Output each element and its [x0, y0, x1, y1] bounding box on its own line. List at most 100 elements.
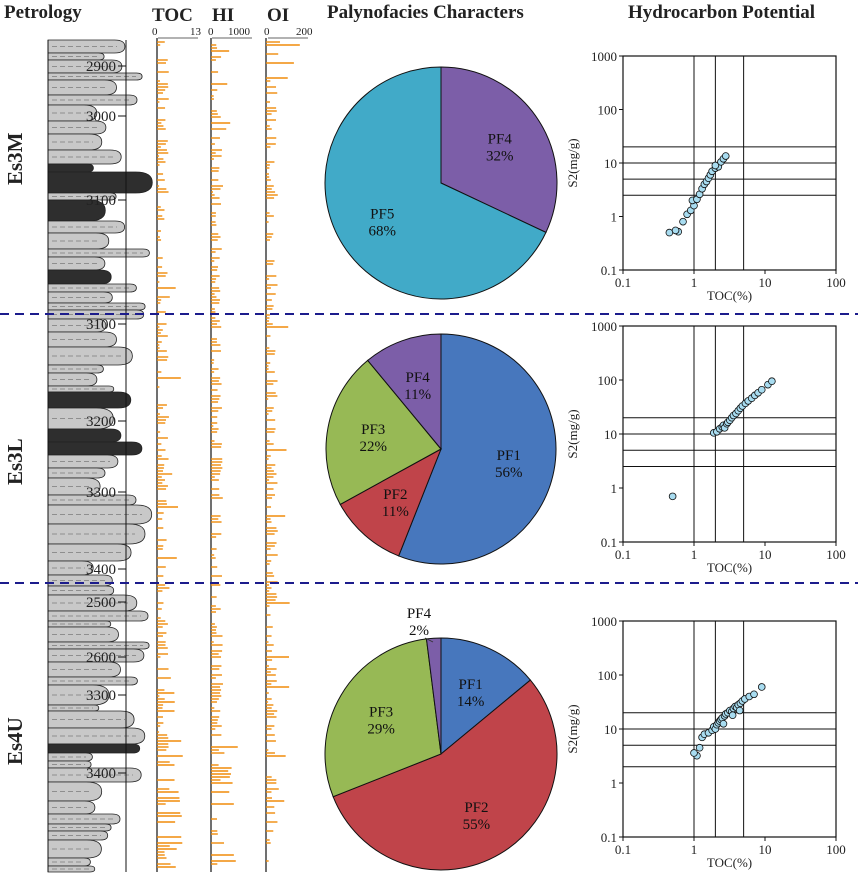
lithology-bed	[47, 641, 150, 650]
depth-tick-label: 3100	[86, 193, 116, 209]
pie-percent: 29%	[367, 722, 395, 738]
hi-scale-min: 0	[208, 26, 214, 38]
lithology-bed	[47, 743, 141, 754]
lithology-bed	[47, 428, 122, 443]
pie-leader-line	[424, 637, 434, 643]
pie-label: PF3	[361, 422, 385, 438]
pie-label: PF4	[488, 132, 513, 148]
palynofacies-pies: PF432%PF568%PF156%PF211%PF322%PF411%PF11…	[324, 66, 558, 871]
pie-percent: 22%	[359, 439, 387, 455]
hydrocarbon-scatter-plots: 0.1 1 10 100 0.1 1 10 100 1000 TOC(%) S2(mg/g) 0.1 1…	[565, 49, 846, 870]
x-tick-label: 0.1	[615, 842, 631, 857]
depth-tick-label: 2600	[86, 650, 116, 666]
pie-label: PF1	[497, 448, 521, 464]
pie-label: PF4	[406, 370, 431, 386]
data-point	[668, 492, 677, 501]
lithology-bed	[47, 248, 150, 258]
lithology-bed	[47, 543, 132, 562]
depth-tick-label: 3400	[86, 766, 116, 782]
petrology-column	[47, 39, 153, 873]
depth-tick-label: 3400	[86, 562, 116, 578]
pie-percent: 56%	[495, 465, 523, 481]
pie-slice-pf4	[440, 66, 558, 234]
pie-percent: 32%	[486, 149, 514, 165]
data-point	[757, 683, 766, 691]
pie-label: PF2	[464, 800, 488, 816]
lithology-bed	[47, 839, 102, 859]
pie-label: PF1	[459, 677, 483, 693]
hi-scale-max: 1000	[228, 26, 251, 38]
pie-slice-pf1	[440, 637, 532, 756]
y-tick-label: 1	[611, 776, 618, 791]
unit-label-es3m: Es3M	[3, 132, 27, 185]
lithology-bed	[47, 391, 132, 409]
pie-slice-pf4	[366, 333, 442, 451]
depth-tick-label: 3000	[86, 109, 116, 125]
lithology-bed	[47, 346, 133, 366]
y-tick-label: 1000	[591, 319, 617, 334]
data-point	[750, 690, 758, 699]
geochem-log-tracks	[157, 41, 300, 868]
y-axis-label: S2(mg/g)	[565, 704, 580, 753]
lithology-bed	[47, 441, 143, 456]
x-tick-label: 10	[759, 842, 772, 857]
x-tick-label: 0.1	[615, 547, 631, 562]
y-tick-label: 0.1	[601, 535, 617, 550]
header-hi: HI	[212, 5, 234, 26]
x-tick-label: 100	[826, 842, 846, 857]
depth-tick-label: 3300	[86, 485, 116, 501]
toc-scale-max: 13	[190, 26, 202, 38]
data-point	[735, 706, 744, 715]
y-axis-label: S2(mg/g)	[565, 409, 580, 458]
oi-scale-max: 200	[296, 26, 313, 38]
depth-axis: 2900 3000 3100 3100 3200 3300 3400 2500 2600 3300…	[86, 40, 127, 872]
x-tick-label: 1	[691, 842, 698, 857]
lithology-bed	[47, 626, 119, 643]
pie-percent: 68%	[368, 223, 396, 239]
y-tick-label: 0.1	[601, 830, 617, 845]
lithology-bed	[47, 79, 117, 96]
data-point	[695, 743, 704, 752]
lithology-bed	[47, 269, 112, 285]
unit-label-es3l: Es3L	[3, 438, 27, 485]
header-oi: OI	[267, 5, 289, 26]
data-point	[719, 719, 728, 728]
header-hydrocarbon: Hydrocarbon Potential	[628, 2, 815, 23]
lithology-bed	[47, 331, 117, 348]
lithology-bed	[47, 781, 103, 802]
data-point	[711, 161, 720, 170]
y-tick-label: 100	[598, 103, 618, 118]
pie-slice-pf3	[324, 638, 442, 798]
depth-tick-label: 3100	[86, 317, 116, 333]
depth-tick-label: 3200	[86, 414, 116, 430]
lithology-bed	[47, 454, 119, 469]
x-axis-label: TOC(%)	[707, 288, 752, 303]
pie-label: PF3	[369, 705, 393, 721]
lithology-bed	[47, 192, 117, 201]
unit-label-es4u: Es4U	[3, 717, 27, 765]
depth-tick-label: 2900	[86, 59, 116, 75]
y-axis-label: S2(mg/g)	[565, 138, 580, 187]
pie-percent: 11%	[404, 387, 431, 403]
y-tick-label: 1	[611, 210, 618, 225]
oi-scale-min: 0	[264, 26, 270, 38]
pie-percent: 55%	[463, 817, 491, 833]
depth-tick-label: 3300	[86, 688, 116, 704]
depth-tick-label: 2500	[86, 595, 116, 611]
pie-percent: 11%	[382, 504, 409, 520]
header-toc: TOC	[152, 5, 193, 26]
data-point	[690, 749, 698, 757]
pie-slice-pf3	[325, 359, 442, 506]
pie-slice-pf5	[324, 66, 547, 300]
x-tick-label: 100	[826, 547, 846, 562]
data-point	[665, 228, 674, 237]
x-tick-label: 1	[691, 275, 698, 290]
x-tick-label: 10	[759, 275, 772, 290]
lithology-bed	[47, 163, 94, 173]
data-point	[757, 385, 766, 394]
y-tick-label: 0.1	[601, 263, 617, 278]
header-palynofacies: Palynofacies Characters	[327, 2, 524, 23]
data-point	[728, 711, 737, 720]
x-axis-label: TOC(%)	[707, 855, 752, 870]
lithology-bed	[47, 610, 149, 622]
